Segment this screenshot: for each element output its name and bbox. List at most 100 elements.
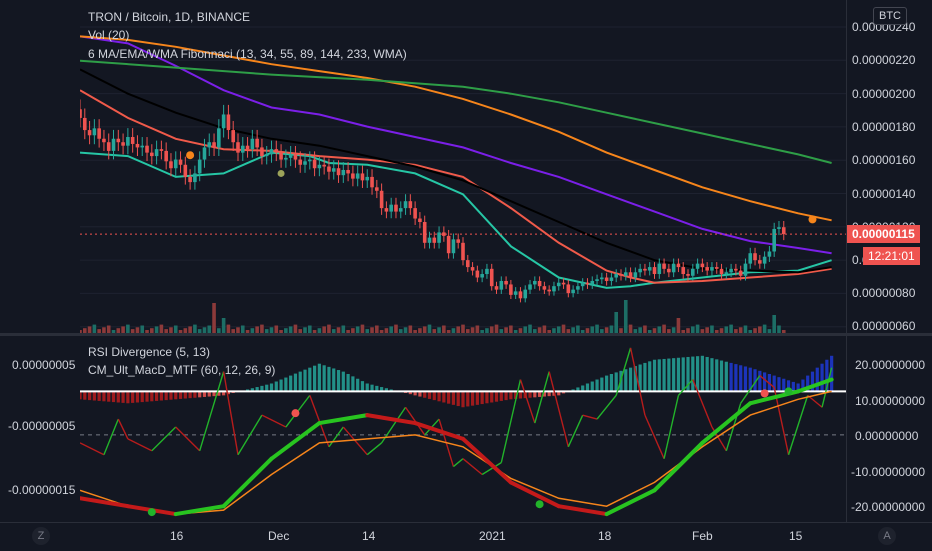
volume-bar [543, 326, 547, 334]
candle-body [145, 146, 149, 153]
volume-bar [691, 326, 695, 333]
volume-bar [193, 325, 197, 333]
candle-body [476, 271, 480, 278]
histogram-bar [174, 391, 177, 399]
candle-body [557, 283, 561, 286]
cross-marker [761, 389, 769, 397]
candle-body [619, 274, 623, 276]
candle-body [155, 149, 159, 156]
time-tick: 2021 [479, 529, 506, 543]
candle-body [365, 177, 369, 180]
candle-body [399, 208, 403, 211]
histogram-bar [782, 379, 785, 392]
candle-body [289, 154, 293, 157]
histogram-bar [706, 357, 709, 391]
histogram-bar [490, 391, 493, 402]
volume-bar [758, 326, 762, 333]
histogram-bar [279, 380, 282, 392]
rsi-line [329, 427, 343, 447]
cross-marker [785, 387, 793, 395]
time-axis[interactable]: 16 Dec 14 2021 18 Feb 15 Z A [0, 522, 932, 551]
candle-body [686, 274, 690, 276]
histogram-bar [763, 372, 766, 391]
volume-bar [327, 325, 331, 333]
price-tick: 0.00000060 [852, 319, 915, 333]
volume-bar [361, 325, 365, 333]
volume-bar [662, 325, 666, 333]
candle-body [351, 173, 355, 178]
histogram-bar [672, 358, 675, 391]
candle-body [356, 173, 360, 178]
candle-body [270, 149, 274, 154]
price-tick: 0.00000160 [852, 153, 915, 167]
candle-body [691, 269, 695, 276]
histogram-bar [323, 365, 326, 391]
candle-body [662, 264, 666, 269]
volume-bar [610, 326, 614, 334]
candle-body [567, 284, 571, 293]
histogram-bar [820, 364, 823, 392]
candle-body [600, 278, 604, 280]
left-osc-axis: 0.00000005 -0.00000005 -0.00000015 [0, 0, 80, 522]
volume-bar [442, 326, 446, 334]
candle-body [772, 229, 776, 252]
rsi-line [224, 372, 238, 455]
histogram-bar [88, 391, 91, 400]
candle-body [509, 284, 513, 294]
candle-body [571, 290, 575, 293]
histogram-bar [658, 359, 661, 391]
candle-body [528, 284, 532, 289]
volume-bar [523, 326, 527, 333]
candle-body [389, 205, 393, 212]
histogram-bar [275, 382, 278, 392]
volume-bar [696, 325, 700, 333]
volume-bar [121, 326, 125, 333]
osc-tick: -20.00000000 [851, 500, 925, 514]
macd-legend: CM_Ult_MacD_MTF (60, 12, 26, 9) [88, 363, 275, 377]
osc-tick: 10.00000000 [855, 394, 925, 408]
rsi-line [176, 427, 200, 451]
histogram-bar [643, 363, 646, 391]
candle-body [576, 286, 580, 289]
volume-bar [490, 326, 494, 333]
auto-scale-button[interactable]: A [878, 527, 896, 545]
volume-bar [289, 326, 293, 333]
price-axis[interactable]: 0.00000240 0.00000220 0.00000200 0.00000… [846, 0, 932, 522]
volume-legend: Vol (20) [88, 28, 129, 42]
candle-body [346, 170, 350, 173]
price-tick: 0.00000200 [852, 87, 915, 101]
histogram-bar [624, 369, 627, 391]
candle-body [504, 281, 508, 284]
candle-body [480, 274, 484, 277]
candle-body [581, 283, 585, 286]
timezone-button[interactable]: Z [32, 527, 50, 545]
histogram-bar [777, 377, 780, 391]
candle-body [361, 173, 365, 180]
candle-body [638, 269, 642, 272]
candle-body [236, 142, 240, 152]
time-tick: 15 [789, 529, 802, 543]
candle-body [337, 168, 341, 175]
signal-dot [278, 170, 285, 177]
histogram-bar [428, 391, 431, 399]
histogram-bar [141, 391, 144, 402]
histogram-bar [265, 385, 268, 392]
volume-bar [389, 326, 393, 333]
volume-bar [342, 326, 346, 334]
volume-bar [255, 326, 259, 333]
candle-body [375, 187, 379, 190]
candle-body [332, 168, 336, 171]
rsi-line [678, 380, 692, 396]
histogram-bar [284, 378, 287, 392]
histogram-bar [720, 361, 723, 392]
macd-line [463, 439, 511, 483]
candle-body [586, 283, 590, 285]
histogram-bar [701, 356, 704, 392]
candle-body [734, 269, 738, 271]
ma-line-144 [80, 36, 832, 220]
candle-body [318, 165, 322, 168]
currency-button[interactable]: BTC [873, 7, 907, 25]
candle-body [207, 142, 211, 147]
candle-body [174, 160, 178, 169]
histogram-bar [600, 378, 603, 392]
